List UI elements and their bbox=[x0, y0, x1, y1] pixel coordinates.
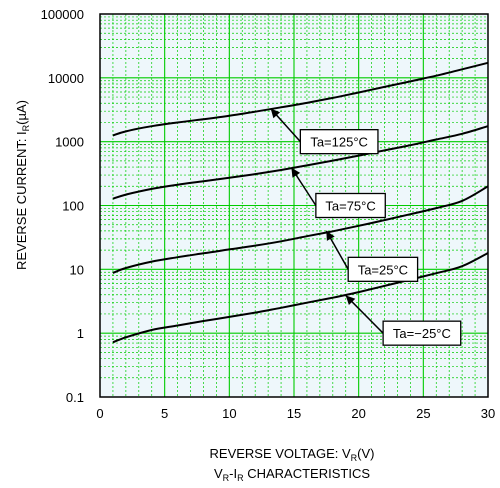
x-tick-label: 10 bbox=[222, 406, 236, 421]
annotation-box bbox=[315, 192, 386, 219]
annotation-label: Ta=−25°C bbox=[393, 326, 451, 341]
x-tick-label: 5 bbox=[161, 406, 168, 421]
plot-frame bbox=[99, 13, 489, 398]
y-tick-label: 10 bbox=[70, 262, 84, 277]
series-line-3 bbox=[112, 252, 489, 344]
annotation-arrowhead bbox=[270, 108, 281, 119]
annotation-label: Ta=125°C bbox=[310, 135, 368, 150]
series-line-0 bbox=[112, 61, 489, 137]
y-tick-label: 100000 bbox=[41, 7, 84, 22]
y-tick-label: 1 bbox=[77, 326, 84, 341]
series-lines bbox=[112, 61, 489, 344]
annotation-arrowhead bbox=[326, 230, 335, 241]
annotation-label: Ta=25°C bbox=[358, 262, 408, 277]
y-tick-label: 10000 bbox=[48, 71, 84, 86]
annotation-box bbox=[382, 320, 462, 346]
y-tick-label: 100 bbox=[62, 199, 84, 214]
x-tick-label: 20 bbox=[351, 406, 365, 421]
annotation-box bbox=[347, 256, 419, 282]
x-tick-label: 0 bbox=[96, 406, 103, 421]
series-line-2 bbox=[112, 185, 489, 274]
y-tick-labels: 0.1 1 10 100 1000 10000 100000 bbox=[41, 7, 84, 405]
y-axis-label: REVERSE CURRENT: IR(µA) bbox=[14, 100, 31, 270]
annotation-arrowhead bbox=[345, 295, 356, 305]
x-tick-label: 25 bbox=[416, 406, 430, 421]
chart-caption: VR-IR CHARACTERISTICS bbox=[214, 466, 370, 483]
x-tick-label: 15 bbox=[287, 406, 301, 421]
series-line-1 bbox=[112, 125, 489, 200]
x-axis-label: REVERSE VOLTAGE: VR(V) bbox=[210, 446, 375, 463]
y-tick-label: 0.1 bbox=[66, 390, 84, 405]
annotation-arrowhead bbox=[291, 167, 301, 178]
x-tick-labels: 0 5 10 15 20 25 30 bbox=[96, 406, 495, 421]
x-tick-label: 30 bbox=[481, 406, 495, 421]
annotations: Ta=125°C Ta=75°C Ta=25°C Ta=−25°C bbox=[270, 108, 462, 346]
y-tick-label: 1000 bbox=[55, 135, 84, 150]
annotation-label: Ta=75°C bbox=[325, 199, 375, 214]
annotation-box bbox=[299, 129, 379, 155]
